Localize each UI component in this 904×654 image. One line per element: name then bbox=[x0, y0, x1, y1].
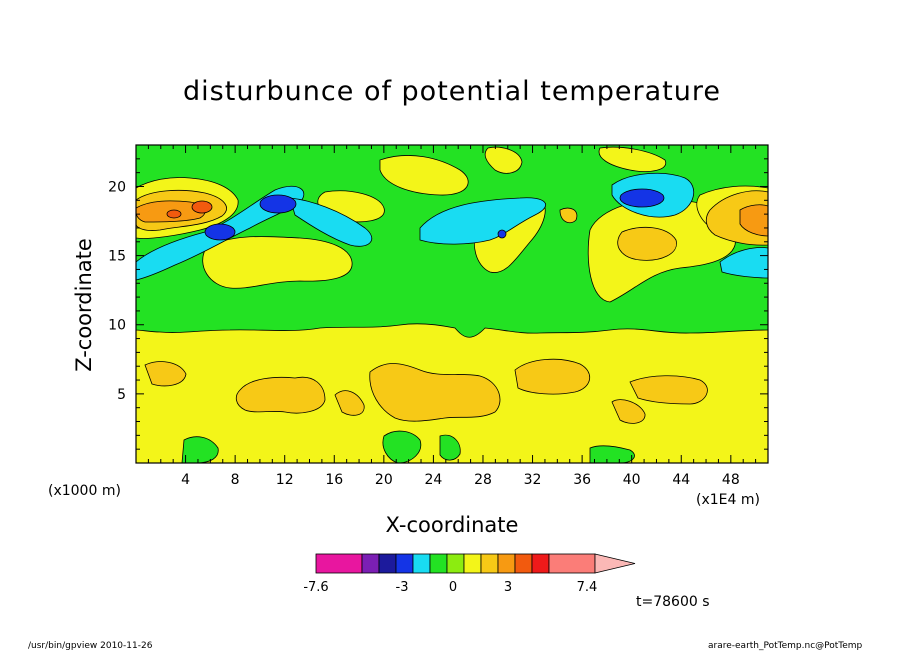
warm-core bbox=[191, 200, 213, 214]
footer-source: arare-earth_PotTemp.nc@PotTemp bbox=[708, 641, 863, 651]
x-tick-label: 48 bbox=[722, 472, 740, 488]
colorbar-label: -7.6 bbox=[303, 580, 328, 595]
upper-warm-patch bbox=[202, 236, 353, 289]
colorbar-swatch bbox=[548, 553, 596, 574]
colorbar-swatch bbox=[514, 553, 533, 574]
colorbar-swatch bbox=[412, 553, 431, 574]
colorbar-swatch bbox=[315, 553, 363, 574]
lower-cool-patch bbox=[382, 430, 422, 463]
cold-band bbox=[419, 197, 547, 245]
colorbar-swatch bbox=[361, 553, 380, 574]
upper-warm-patch bbox=[379, 155, 469, 196]
colorbar-arrow bbox=[594, 553, 636, 574]
cold-band bbox=[289, 197, 372, 247]
lower-warm-patch bbox=[144, 361, 187, 387]
y-tick-label: 10 bbox=[108, 318, 126, 334]
upper-warm-patch bbox=[484, 146, 523, 174]
colorbar-label: 7.4 bbox=[577, 580, 598, 595]
cold-core bbox=[619, 188, 665, 208]
colorbar-swatch bbox=[531, 553, 550, 574]
x-tick-label: 36 bbox=[573, 472, 591, 488]
warm-core bbox=[166, 209, 182, 219]
lower-warm-patch bbox=[611, 399, 646, 424]
plot-frame bbox=[135, 144, 769, 464]
lower-warm-patch bbox=[629, 375, 708, 405]
y-tick-label: 5 bbox=[117, 387, 126, 403]
lower-warm-patch bbox=[514, 358, 590, 395]
x-tick-label: 20 bbox=[375, 472, 393, 488]
colorbar-swatch bbox=[429, 553, 448, 574]
y-tick-label: 20 bbox=[108, 179, 126, 195]
x-tick-label: 28 bbox=[474, 472, 492, 488]
x-tick-label: 12 bbox=[276, 472, 294, 488]
colorbar-swatch bbox=[395, 553, 414, 574]
colorbar-label: 0 bbox=[449, 580, 457, 595]
colorbar-swatch bbox=[463, 553, 482, 574]
warm-layer bbox=[617, 226, 677, 261]
y-axis-label: Z-coordinate bbox=[72, 238, 96, 372]
lower-cool-patch bbox=[439, 434, 461, 461]
cold-core bbox=[259, 194, 297, 214]
x-unit-label: (x1000 m) bbox=[48, 483, 121, 499]
y-tick-label: 15 bbox=[108, 249, 126, 265]
x-tick-label: 24 bbox=[424, 472, 442, 488]
cold-core bbox=[497, 229, 507, 239]
colorbar-swatch bbox=[480, 553, 499, 574]
x-scale-label: (x1E4 m) bbox=[696, 492, 760, 508]
x-tick-label: 16 bbox=[325, 472, 343, 488]
colorbar: -7.6 -3 0 3 7.4 bbox=[303, 553, 636, 595]
colorbar-label: 3 bbox=[504, 580, 512, 595]
cold-core bbox=[204, 223, 236, 241]
colorbar-swatch bbox=[497, 553, 516, 574]
x-tick-label: 40 bbox=[623, 472, 641, 488]
x-tick-label: 4 bbox=[181, 472, 190, 488]
colorbar-swatch bbox=[378, 553, 397, 574]
time-label: t=78600 s bbox=[636, 594, 710, 610]
x-tick-label: 8 bbox=[231, 472, 240, 488]
x-axis-label: X-coordinate bbox=[385, 513, 519, 537]
x-tick-label: 44 bbox=[672, 472, 690, 488]
lower-warm-patch bbox=[235, 376, 326, 414]
x-tick-label: 32 bbox=[524, 472, 542, 488]
lower-warm-patch bbox=[369, 363, 501, 422]
cold-band bbox=[719, 247, 768, 279]
warm-layer bbox=[559, 207, 578, 224]
lower-warm-patch bbox=[334, 390, 365, 416]
footer-command: /usr/bin/gpview 2010-11-26 bbox=[28, 641, 153, 651]
colorbar-swatch bbox=[446, 553, 465, 574]
warm-layer bbox=[739, 204, 768, 237]
colorbar-label: -3 bbox=[396, 580, 409, 595]
chart-title: disturbunce of potential temperature bbox=[183, 76, 721, 107]
